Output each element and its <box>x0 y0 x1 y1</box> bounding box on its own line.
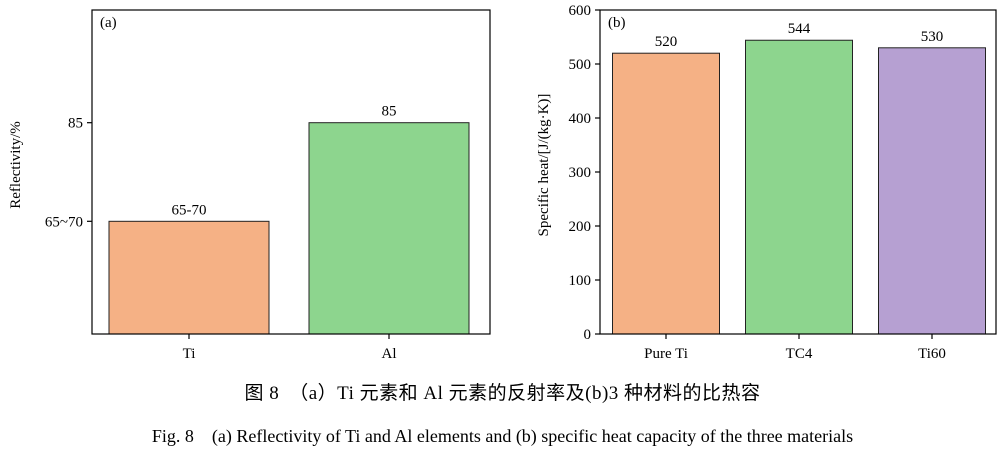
figure-canvas: 65-70 85 65~70 85 Ti Al (a) Reflectivity/% 520 54… <box>8 3 997 362</box>
data-label: 544 <box>788 21 811 37</box>
y-axis-label: Reflectivity/% <box>8 121 24 208</box>
bar-ti <box>108 220 270 335</box>
y-tick-label: 200 <box>569 219 592 235</box>
panel-label: (b) <box>608 15 626 31</box>
y-tick-label: 65~70 <box>45 214 83 230</box>
y-tick-label: 85 <box>68 116 83 132</box>
y-tick-label: 500 <box>569 57 592 73</box>
bar-ti60 <box>878 47 986 335</box>
caption-chinese: 图 8 （a）Ti 元素和 Al 元素的反射率及(b)3 种材料的比热容 <box>244 383 761 404</box>
y-tick-label: 100 <box>569 273 592 289</box>
bar-pure-ti <box>612 52 720 335</box>
y-tick-label: 0 <box>584 327 592 343</box>
data-label: 85 <box>382 104 397 120</box>
x-tick-label: Ti60 <box>918 346 946 362</box>
bar-tc4 <box>745 39 853 335</box>
x-tick-label: Ti <box>183 346 196 362</box>
caption-english: Fig. 8 (a) Reflectivity of Ti and Al ele… <box>151 426 854 446</box>
y-tick-label: 300 <box>569 165 592 181</box>
plot-frame <box>91 9 491 335</box>
y-axis-label: Specific heat/[J/(kg·K)] <box>536 94 552 237</box>
chart-panel-a: 65-70 85 65~70 85 Ti Al (a) Reflectivity/% <box>8 9 491 362</box>
panel-label: (a) <box>100 15 117 31</box>
bar-al <box>308 122 470 335</box>
data-label: 530 <box>921 29 944 45</box>
data-label: 65-70 <box>172 202 207 218</box>
x-tick-label: Al <box>382 346 397 362</box>
chart-panel-b: 520 544 530 0 100 200 300 400 500 600 Pure Ti TC4 Ti… <box>536 3 997 362</box>
data-label: 520 <box>655 34 678 50</box>
y-tick-label: 400 <box>569 111 592 127</box>
x-tick-label: Pure Ti <box>644 346 688 362</box>
x-tick-label: TC4 <box>786 346 813 362</box>
y-tick-label: 600 <box>569 3 592 19</box>
